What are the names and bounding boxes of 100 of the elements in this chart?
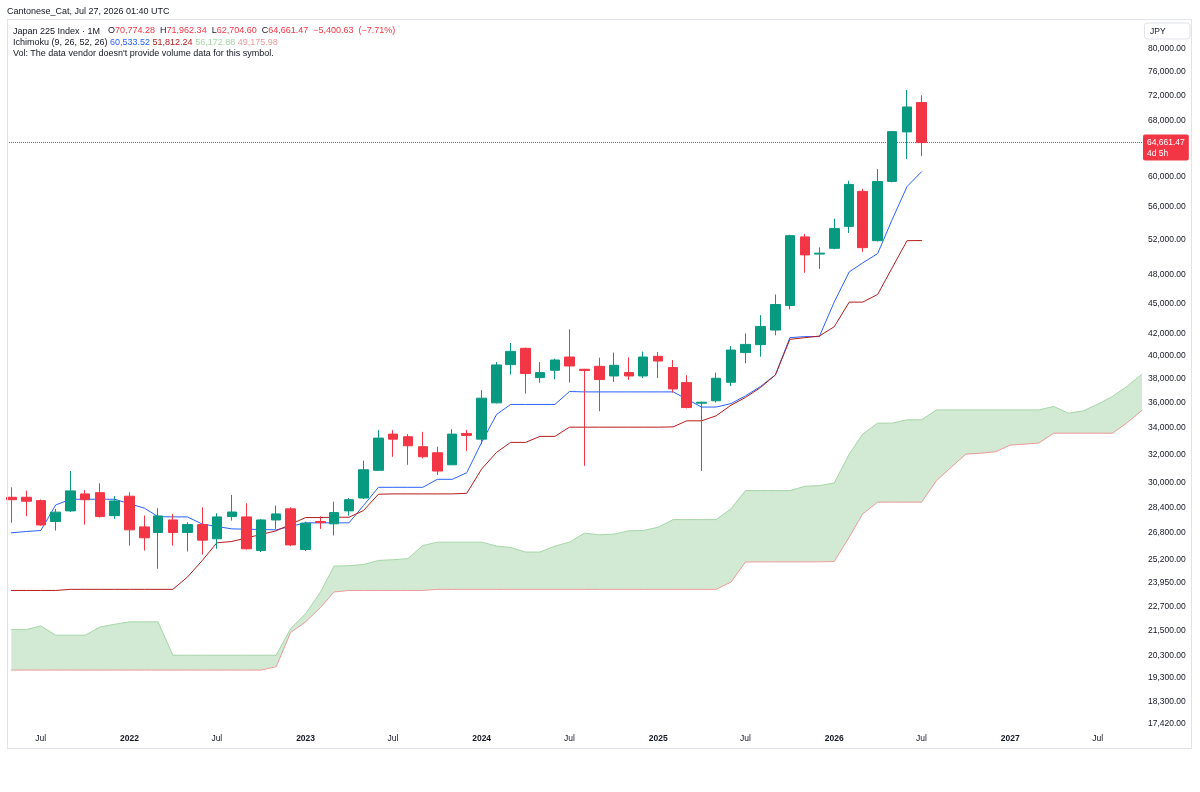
x-tick-label: 2026 bbox=[824, 733, 844, 744]
y-tick-label: 42,000.00 bbox=[1148, 328, 1187, 339]
candlestick bbox=[212, 512, 222, 550]
candlestick bbox=[476, 389, 487, 445]
candlestick bbox=[80, 489, 90, 526]
x-tick-label: Jul bbox=[1092, 733, 1104, 744]
candlestick bbox=[358, 460, 369, 500]
candlestick bbox=[344, 497, 354, 517]
candlestick bbox=[872, 168, 883, 243]
candlestick bbox=[857, 188, 868, 253]
candlestick bbox=[814, 246, 825, 270]
candlestick bbox=[800, 233, 810, 274]
ref-line-label: 64,661.47 bbox=[1147, 137, 1186, 148]
candlestick bbox=[696, 401, 707, 472]
x-tick-label: 2025 bbox=[648, 733, 668, 744]
candlestick bbox=[95, 482, 105, 519]
candlestick bbox=[594, 357, 605, 412]
y-tick-label: 17,420.00 bbox=[1148, 717, 1187, 728]
y-tick-label: 40,000.00 bbox=[1148, 350, 1187, 361]
candlestick bbox=[653, 351, 663, 379]
candlestick bbox=[241, 502, 252, 550]
candlestick bbox=[535, 361, 545, 384]
candlestick bbox=[197, 506, 208, 555]
candlestick bbox=[844, 180, 854, 234]
y-tick-label: 76,000.00 bbox=[1148, 66, 1187, 77]
candlestick bbox=[168, 513, 178, 547]
text: O70,774.28 H71,962.34 L62,704.60 C64,661.47 −5,400.63 (−7.71%) bbox=[108, 25, 396, 35]
candlestick bbox=[21, 490, 32, 517]
candlestick bbox=[447, 428, 457, 466]
y-tick-label: 32,000.00 bbox=[1148, 448, 1187, 459]
x-tick-label: Jul bbox=[740, 733, 752, 744]
candlestick bbox=[505, 342, 516, 376]
y-tick-label: 30,000.00 bbox=[1148, 477, 1187, 488]
y-tick-label: 52,000.00 bbox=[1148, 233, 1187, 244]
candlestick bbox=[579, 368, 590, 467]
candlestick bbox=[300, 521, 311, 552]
x-tick-label: Jul bbox=[564, 733, 575, 744]
x-tick-label: 2024 bbox=[472, 733, 492, 744]
candlestick bbox=[285, 506, 296, 547]
candlestick bbox=[770, 293, 781, 336]
y-tick-label: 25,200.00 bbox=[1148, 554, 1187, 565]
candlestick bbox=[153, 507, 163, 570]
text: Japan 225 Index · 1M bbox=[13, 25, 101, 36]
candlestick bbox=[373, 429, 384, 472]
y-tick-label: 23,950.00 bbox=[1148, 576, 1187, 587]
y-tick-label: 28,400.00 bbox=[1148, 501, 1187, 512]
line-series bbox=[10, 240, 923, 591]
candlestick bbox=[124, 491, 135, 547]
candlestick bbox=[491, 361, 502, 404]
candlestick bbox=[887, 130, 897, 183]
candlestick bbox=[432, 446, 443, 476]
candlestick bbox=[740, 332, 751, 364]
candlestick bbox=[726, 345, 736, 387]
x-tick-label: 2023 bbox=[296, 733, 316, 744]
y-tick-label: 80,000.00 bbox=[1148, 43, 1187, 54]
y-tick-label: 36,000.00 bbox=[1148, 396, 1187, 407]
x-tick-label: Jul bbox=[916, 733, 928, 744]
candlestick bbox=[329, 501, 339, 536]
candlestick bbox=[315, 515, 326, 530]
candlestick bbox=[271, 505, 281, 530]
annotation: Vol: The data vendor doesn't provide volume data for this symbol. bbox=[13, 47, 274, 58]
candlestick bbox=[564, 328, 575, 384]
candlestick bbox=[388, 429, 398, 458]
y-tick-label: 18,300.00 bbox=[1148, 695, 1187, 706]
y-tick-label: 20,300.00 bbox=[1148, 650, 1187, 661]
y-tick-label: 19,300.00 bbox=[1148, 672, 1187, 683]
y-tick-label: 56,000.00 bbox=[1148, 201, 1187, 212]
candlestick bbox=[65, 470, 76, 513]
candlestick bbox=[638, 351, 648, 379]
y-tick-label: 68,000.00 bbox=[1148, 115, 1187, 126]
candlestick bbox=[50, 508, 61, 531]
candlestick bbox=[609, 352, 619, 383]
candlestick bbox=[902, 89, 912, 160]
y-tick-label: 38,000.00 bbox=[1148, 372, 1187, 383]
x-tick-label: 2027 bbox=[1000, 733, 1021, 744]
candlestick bbox=[418, 431, 428, 459]
y-axis-title: JPY bbox=[1150, 26, 1166, 36]
candlestick bbox=[711, 372, 721, 403]
y-tick-label: 45,000.00 bbox=[1148, 297, 1187, 308]
x-tick-label: Jul bbox=[211, 733, 223, 744]
text: 4d 5h bbox=[1147, 148, 1169, 159]
y-tick-label: 60,000.00 bbox=[1148, 170, 1187, 181]
candlestick bbox=[139, 515, 150, 552]
candlestick bbox=[403, 433, 413, 466]
candlestick bbox=[829, 218, 840, 250]
candlestick bbox=[461, 429, 472, 452]
candlestick bbox=[550, 358, 560, 380]
candlestick bbox=[227, 494, 237, 522]
x-tick-label: Jul bbox=[35, 733, 47, 744]
x-tick-label: Jul bbox=[387, 733, 399, 744]
candlestick bbox=[6, 486, 17, 524]
candlestick bbox=[624, 356, 634, 381]
candlestick bbox=[755, 314, 766, 358]
candlestick bbox=[256, 518, 266, 553]
candlestick bbox=[36, 499, 46, 527]
y-tick-label: 21,500.00 bbox=[1148, 624, 1187, 635]
candlestick bbox=[109, 495, 120, 520]
x-tick-label: 2022 bbox=[120, 733, 140, 744]
y-tick-label: 72,000.00 bbox=[1148, 90, 1187, 101]
text: Ichimoku (9, 26, 52, 26) 60,533.52 51,812.24 56,172.88 49,175.98 bbox=[13, 36, 278, 47]
